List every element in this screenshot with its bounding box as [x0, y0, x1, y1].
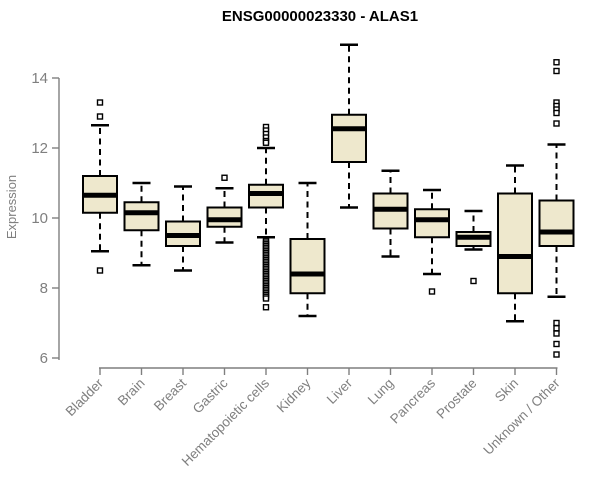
- y-tick-label: 8: [40, 280, 48, 297]
- y-tick-label: 10: [31, 210, 48, 227]
- outlier-point: [470, 277, 477, 285]
- outlier-point: [553, 319, 560, 327]
- box-pancreas: [414, 188, 450, 295]
- box-hematopoietic-cells: [248, 123, 284, 311]
- chart-title: ENSG00000023330 - ALAS1: [221, 8, 419, 25]
- x-tick-label: Bladder: [63, 375, 107, 419]
- box-skin: [497, 164, 533, 323]
- outlier-point: [553, 109, 560, 117]
- outlier-point: [221, 174, 228, 181]
- x-tick-label: Gastric: [190, 375, 231, 416]
- y-tick-label: 14: [31, 70, 48, 87]
- x-tick-label: Skin: [492, 376, 521, 405]
- outlier-point: [553, 67, 560, 75]
- box-lung: [372, 169, 409, 258]
- outlier-point: [96, 113, 104, 120]
- iqr-box: [538, 199, 575, 247]
- y-tick-label: 12: [31, 140, 48, 157]
- iqr-box: [206, 206, 243, 228]
- iqr-box: [289, 238, 326, 295]
- outlier-point: [96, 99, 104, 106]
- x-tick-label: Liver: [324, 375, 356, 407]
- x-tick-label: Pancreas: [387, 375, 438, 426]
- outlier-point: [553, 330, 560, 337]
- outlier-point: [262, 295, 270, 302]
- outlier-point: [262, 139, 270, 146]
- x-tick-label: Kidney: [274, 375, 314, 415]
- iqr-box: [414, 208, 450, 239]
- outlier-point: [553, 120, 560, 127]
- y-tick-label: 6: [40, 350, 48, 367]
- outlier-point: [428, 288, 436, 295]
- box-unknown-other: [538, 59, 575, 358]
- box-brain: [123, 181, 160, 267]
- x-tick-label: Unknown / Other: [480, 375, 563, 458]
- box-breast: [165, 185, 201, 272]
- x-tick-label: Lung: [365, 376, 397, 408]
- box-kidney: [289, 181, 326, 318]
- box-bladder: [82, 99, 118, 274]
- x-tick-label: Prostate: [433, 376, 479, 422]
- outlier-point: [553, 59, 560, 66]
- outlier-point: [262, 304, 270, 311]
- box-liver: [331, 43, 367, 209]
- outlier-point: [96, 267, 104, 274]
- iqr-box: [248, 183, 284, 209]
- iqr-box: [497, 192, 533, 295]
- outlier-point: [553, 351, 560, 358]
- iqr-box: [123, 201, 160, 232]
- iqr-box: [331, 113, 367, 163]
- box-prostate: [455, 209, 492, 285]
- outlier-point: [553, 340, 560, 348]
- outlier-point: [553, 325, 560, 332]
- box-gastric: [206, 174, 243, 244]
- x-tick-label: Brain: [115, 376, 148, 409]
- x-tick-label: Breast: [151, 375, 189, 413]
